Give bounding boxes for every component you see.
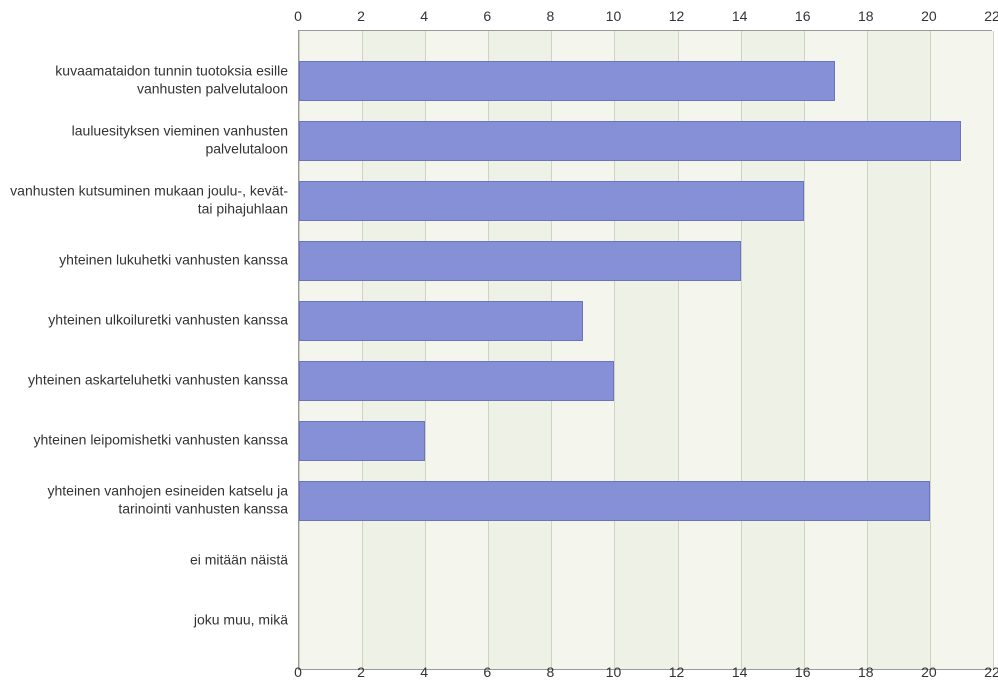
category-label: yhteinen leipomishetki vanhusten kanssa [0,431,288,449]
x-axis-tick-top: 2 [357,8,365,24]
x-axis-tick-bottom: 10 [606,664,622,680]
category-label: yhteinen lukuhetki vanhusten kanssa [0,251,288,269]
x-axis-tick-bottom: 16 [795,664,811,680]
x-axis-tick-bottom: 14 [732,664,748,680]
x-axis-tick-top: 12 [669,8,685,24]
x-axis-tick-top: 10 [606,8,622,24]
x-axis-tick-top: 22 [984,8,998,24]
x-axis-tick-bottom: 22 [984,664,998,680]
x-axis-tick-top: 20 [921,8,937,24]
x-axis-tick-bottom: 18 [858,664,874,680]
bar-chart: kuvaamataidon tunnin tuotoksia esille va… [0,0,998,684]
category-label: kuvaamataidon tunnin tuotoksia esille va… [0,63,288,98]
x-axis-tick-top: 14 [732,8,748,24]
x-axis-tick-bottom: 4 [420,664,428,680]
x-axis-tick-bottom: 20 [921,664,937,680]
category-label: vanhusten kutsuminen mukaan joulu-, kevä… [0,183,288,218]
bar [299,421,425,461]
bar [299,61,835,101]
x-axis-tick-bottom: 0 [294,664,302,680]
category-label-column: kuvaamataidon tunnin tuotoksia esille va… [0,30,288,670]
x-axis-tick-top: 0 [294,8,302,24]
x-axis-tick-top: 6 [483,8,491,24]
category-label: lauluesityksen vieminen vanhusten palvel… [0,123,288,158]
category-label: joku muu, mikä [0,611,288,629]
bar [299,481,930,521]
bar [299,241,741,281]
category-label: yhteinen askarteluhetki vanhusten kanssa [0,371,288,389]
bar [299,361,614,401]
x-axis-tick-bottom: 2 [357,664,365,680]
category-label: yhteinen vanhojen esineiden katselu ja t… [0,483,288,518]
gridline [993,31,994,669]
category-label: yhteinen ulkoiluretki vanhusten kanssa [0,311,288,329]
bar [299,301,583,341]
x-axis-tick-bottom: 8 [546,664,554,680]
plot-area [298,30,992,670]
x-axis-tick-bottom: 6 [483,664,491,680]
x-axis-tick-top: 16 [795,8,811,24]
x-axis-tick-bottom: 12 [669,664,685,680]
category-label: ei mitään näistä [0,551,288,569]
x-axis-tick-top: 8 [546,8,554,24]
x-axis-tick-top: 4 [420,8,428,24]
x-axis-tick-top: 18 [858,8,874,24]
bar [299,181,804,221]
bar [299,121,961,161]
